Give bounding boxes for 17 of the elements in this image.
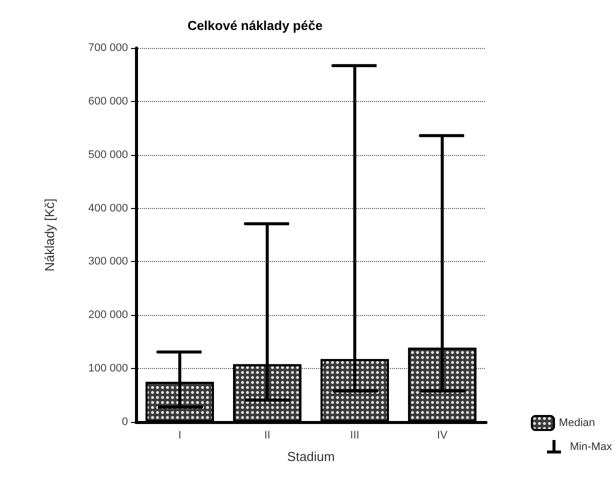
- y-tick-label: 700 000: [88, 42, 128, 54]
- x-tick-label: IV: [437, 430, 448, 442]
- y-tick-label: 600 000: [88, 95, 128, 108]
- y-tick-label: 100 000: [88, 362, 128, 375]
- x-tick-label: II: [264, 430, 270, 442]
- x-axis-title: Stadium: [287, 449, 335, 464]
- y-tick-label: 500 000: [88, 148, 128, 161]
- y-axis-title: Náklady [Kč]: [42, 198, 57, 272]
- x-tick-label: III: [350, 430, 360, 442]
- y-tick-label: 300 000: [88, 256, 128, 268]
- chart-title: Celkové náklady péče: [187, 18, 323, 33]
- y-tick-label: 400 000: [88, 202, 128, 214]
- y-tick-label: 200 000: [88, 309, 128, 322]
- text: Min-Max: [570, 441, 612, 453]
- y-tick-label: 0: [122, 416, 128, 428]
- legend-label: Median: [558, 417, 595, 429]
- x-tick-label: I: [178, 430, 182, 442]
